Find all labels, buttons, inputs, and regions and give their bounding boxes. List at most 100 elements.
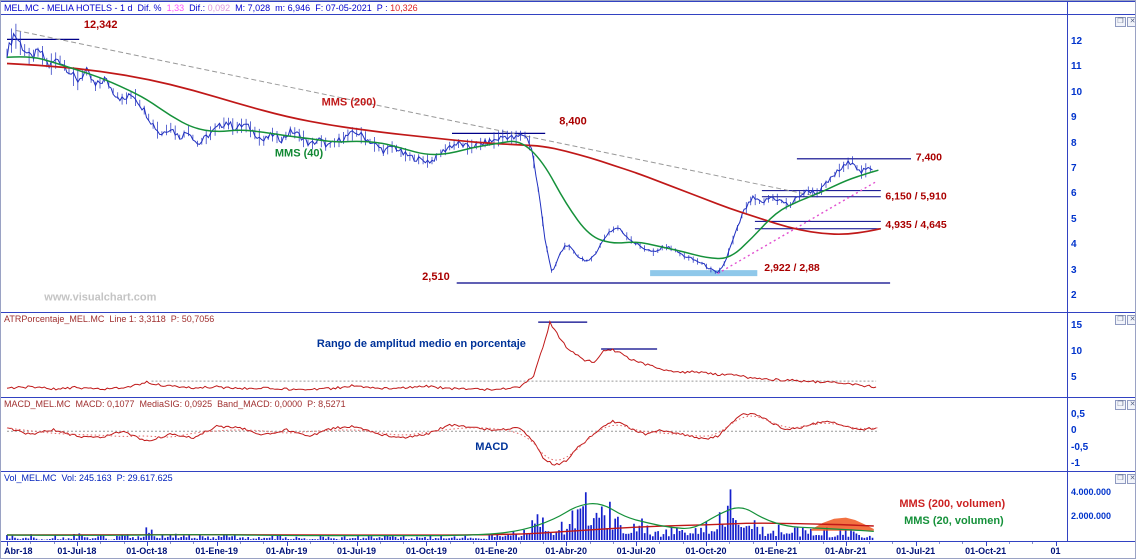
macd-volume-separator[interactable] — [1, 471, 1135, 472]
x-axis-tick — [775, 542, 777, 546]
y-axis-tick-label: -0,5 — [1071, 442, 1089, 453]
x-axis-tick — [123, 542, 125, 544]
chart-annotation: MACD — [475, 441, 508, 453]
x-axis-tick — [286, 542, 288, 546]
y-axis-tick-label: 3 — [1071, 265, 1077, 276]
y-axis-tick-label: 4 — [1071, 239, 1077, 250]
macd-chart-canvas[interactable]: MACD — [1, 398, 1067, 471]
y-axis-tick-label: 0 — [1071, 425, 1077, 436]
volume-xaxis-separator — [1, 541, 1135, 542]
x-axis-tick — [100, 542, 102, 544]
x-axis-tick — [915, 542, 917, 546]
y-axis-tick-label: -1 — [1071, 458, 1080, 469]
header-segment: MediaSIG: 0,0925 — [139, 399, 218, 409]
x-axis-tick — [379, 542, 381, 544]
chart-annotation: Rango de amplitud medio en porcentaje — [317, 338, 526, 350]
title-bar-separator — [1, 14, 1135, 15]
panel-maximize-button[interactable]: ❐ — [1115, 17, 1126, 27]
chart-annotation: MMS (20, volumen) — [904, 515, 1004, 527]
x-axis-tick — [7, 542, 8, 546]
x-axis-tick — [216, 542, 218, 546]
y-axis-tick-label: 11 — [1071, 61, 1082, 72]
x-axis-tick — [193, 542, 195, 544]
chart-annotation: 8,400 — [559, 116, 587, 128]
y-axis-tick-label: 15 — [1071, 320, 1083, 331]
moving-average-line — [6, 503, 874, 537]
header-segment: m: 6,946 — [275, 3, 316, 13]
chart-annotation: MMS (200) — [322, 96, 377, 108]
panel-close-button[interactable]: ✕ — [1127, 474, 1135, 484]
x-axis-tick — [799, 542, 801, 544]
x-axis-time-scale[interactable]: Abr-18 01-Jul-18 01-Oct-18 01-Ene-19 01-Abr-… — [1, 542, 1135, 558]
chart-annotation: 2,922 / 2,88 — [764, 262, 820, 274]
macd-panel-title: MACD_MEL.MC MACD: 0,1077 MediaSIG: 0,092… — [4, 399, 346, 409]
x-axis-tick — [845, 542, 847, 546]
header-segment: Line 1: 3,3118 — [109, 314, 171, 324]
atr-macd-separator[interactable] — [1, 397, 1135, 398]
x-axis-label: 01-Jul-18 — [57, 546, 97, 556]
x-axis-tick — [659, 542, 661, 544]
panel-maximize-button[interactable]: ❐ — [1115, 400, 1126, 410]
x-axis-tick — [1032, 542, 1034, 544]
chart-annotation: 12,342 — [84, 19, 118, 31]
x-axis-tick — [170, 542, 172, 544]
x-axis-tick — [53, 542, 55, 544]
panel-close-button[interactable]: ✕ — [1127, 17, 1135, 27]
x-axis-tick — [30, 542, 32, 544]
header-segment: MACD: 0,1077 — [75, 399, 140, 409]
header-segment: F: 07-05-2021 — [315, 3, 377, 13]
x-axis-label: 01-Jul-21 — [896, 546, 936, 556]
header-segment: 1,33 — [166, 3, 190, 13]
panel-maximize-button[interactable]: ❐ — [1115, 315, 1126, 325]
x-axis-label: 01-Oct-18 — [126, 546, 168, 556]
header-segment: Dif.: — [189, 3, 208, 13]
chart-annotation: 7,400 — [916, 152, 942, 164]
candle-wicks — [6, 23, 871, 274]
x-axis-label: 01-Jul-19 — [336, 546, 377, 556]
x-axis-label: 01-Abr-21 — [825, 546, 867, 556]
x-axis-tick — [263, 542, 265, 544]
header-segment: Vol: 245.163 — [61, 473, 117, 483]
header-segment: P: 29.617.625 — [116, 473, 173, 483]
x-axis-label: 01-Oct-19 — [405, 546, 447, 556]
x-axis-tick — [566, 542, 568, 546]
x-axis-tick — [729, 542, 731, 544]
volume-bars — [6, 489, 874, 540]
x-axis-tick — [612, 542, 614, 544]
y-axis-tick-label: 8 — [1071, 138, 1077, 149]
price-atr-separator[interactable] — [1, 312, 1135, 313]
atr-chart-canvas[interactable]: Rango de amplitud medio en porcentaje — [1, 313, 1067, 397]
x-axis-tick — [706, 542, 707, 546]
panel-close-button[interactable]: ✕ — [1127, 315, 1135, 325]
x-axis-label: 01-Ene-19 — [195, 546, 238, 556]
header-segment: P: 50,7056 — [170, 314, 215, 324]
header-segment: P : — [376, 3, 391, 13]
header-segment: MEL.MC - MELIA HOTELS - 1 d — [4, 3, 138, 13]
indicator-line — [6, 319, 877, 391]
price-chart-canvas[interactable]: 12,342 MMS (200) MMS (40) 8,400 7,400 6,150 /… — [1, 15, 1067, 312]
panel-maximize-button[interactable]: ❐ — [1115, 474, 1126, 484]
x-axis-tick — [962, 542, 964, 544]
trend-line — [717, 181, 877, 275]
header-segment: 0,092 — [207, 3, 236, 13]
y-axis-tick-label: 9 — [1071, 112, 1077, 123]
indicator-line — [6, 412, 877, 466]
x-axis-tick — [682, 542, 684, 544]
price-panel-title: MEL.MC - MELIA HOTELS - 1 d Dif. % 1,33 … — [4, 3, 418, 13]
x-axis-tick — [822, 542, 824, 544]
header-segment: 10,326 — [390, 3, 418, 13]
header-segment: Vol_MEL.MC — [4, 473, 62, 483]
moving-average-line — [6, 56, 879, 260]
x-axis-label: 01 — [1050, 546, 1061, 556]
y-axis-tick-label: 5 — [1071, 214, 1077, 225]
panel-close-button[interactable]: ✕ — [1127, 400, 1135, 410]
x-axis-tick — [403, 542, 405, 544]
x-axis-label: 01-Oct-21 — [965, 546, 1007, 556]
chart-annotation: 4,935 / 4,645 — [885, 219, 946, 231]
atr-panel-title: ATRPorcentaje_MEL.MC Line 1: 3,3118 P: 5… — [4, 314, 214, 324]
volume-chart-canvas[interactable]: MMS (200, volumen) MMS (20, volumen) — [1, 472, 1067, 541]
chart-annotation: MMS (40) — [275, 147, 324, 159]
y-axis-tick-label: 10 — [1071, 346, 1083, 357]
x-axis-tick — [869, 542, 871, 544]
